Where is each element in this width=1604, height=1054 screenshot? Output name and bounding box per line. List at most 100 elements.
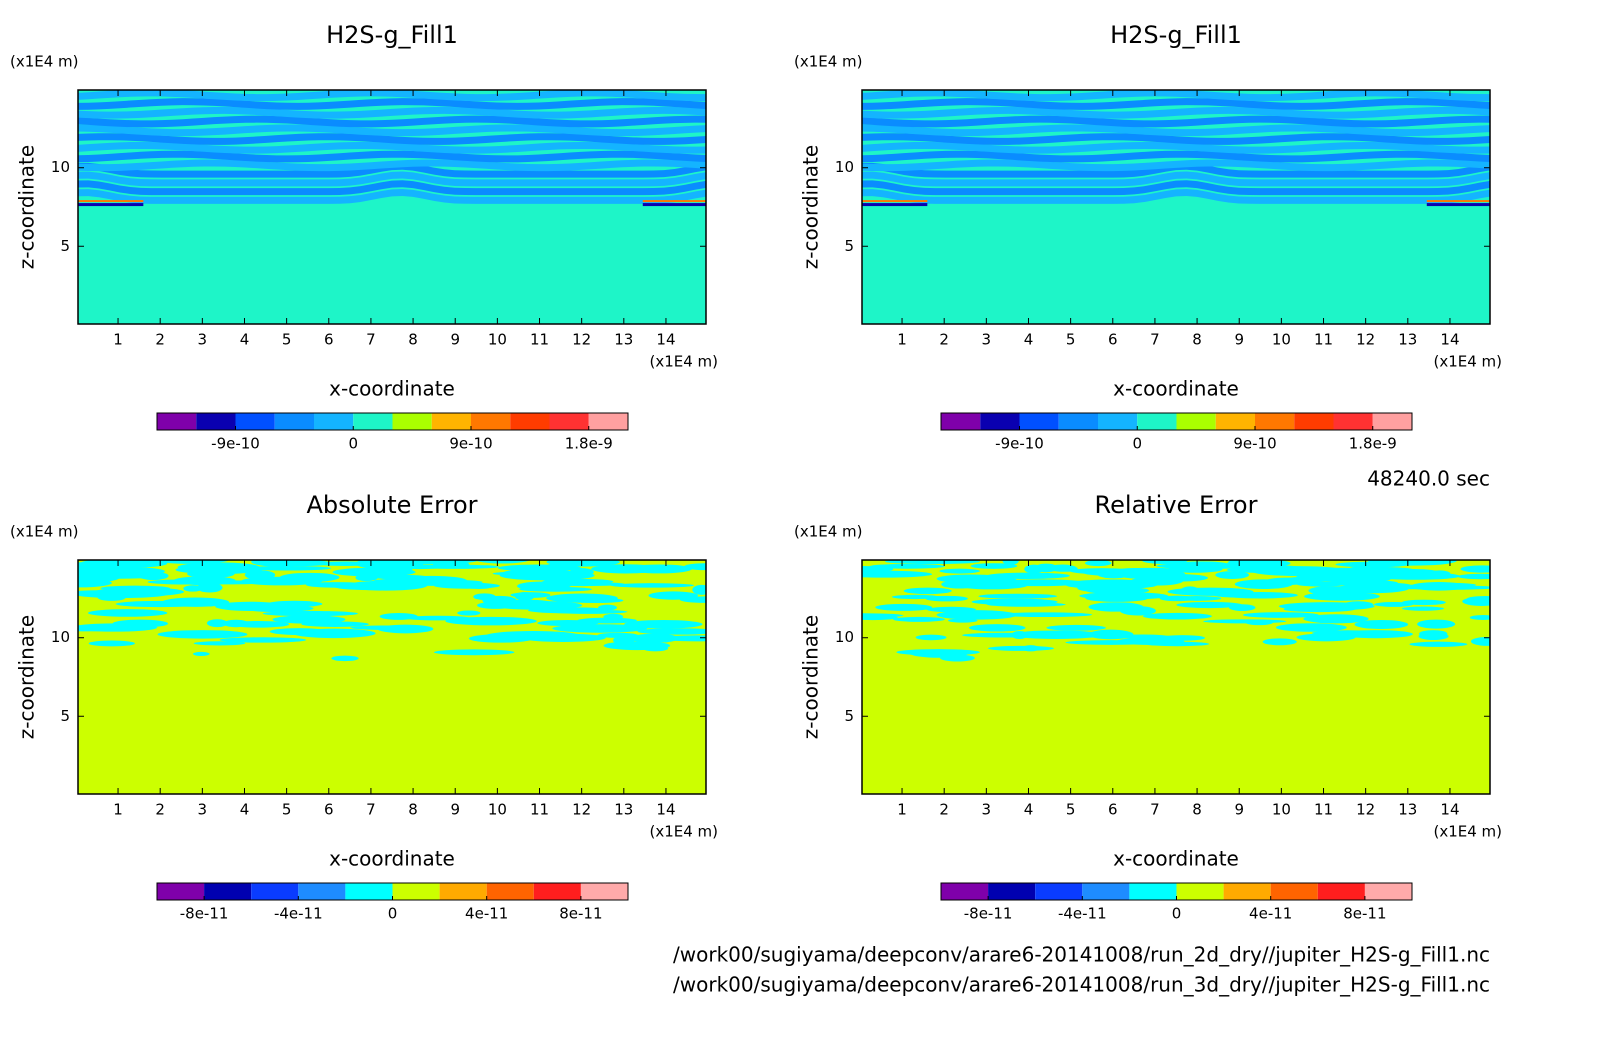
- contour-fill: [968, 624, 1026, 632]
- colorbar-tick-label: -8e-11: [964, 905, 1013, 923]
- x-tick-label: 3: [198, 331, 208, 349]
- contour-fill: [199, 560, 218, 566]
- contour-fill: [355, 574, 378, 582]
- contour-fill: [206, 619, 228, 628]
- contour-fill: [80, 560, 167, 568]
- contour-fill: [78, 590, 148, 596]
- contour-fill: [862, 98, 1490, 110]
- contour-field: [78, 560, 706, 794]
- contour-fill: [978, 593, 1057, 599]
- panel: H2S-g_Fill1 (x1E4 m) (x1E4 m) x-coordinate z…: [794, 21, 1502, 453]
- contour-fill: [862, 150, 1490, 163]
- colorbar-tick-label: 1.8e-9: [1349, 435, 1397, 453]
- contour-fill: [1203, 619, 1287, 624]
- contour-fill: [497, 564, 581, 572]
- x-tick-label: 2: [155, 331, 165, 349]
- colorbar-swatch: [941, 883, 989, 900]
- plot-frame: [861, 559, 1491, 795]
- contour-fill: [683, 563, 706, 571]
- x-tick-label: 12: [1356, 801, 1375, 819]
- contour-fill: [474, 560, 530, 564]
- x-tick-label: 9: [1234, 331, 1244, 349]
- contour-fill: [78, 189, 706, 204]
- panel-title: Relative Error: [1095, 491, 1258, 519]
- contour-fill: [996, 612, 1093, 618]
- x-tick-label: 13: [1398, 801, 1417, 819]
- contour-fill: [630, 633, 680, 643]
- x-tick-label: 3: [198, 801, 208, 819]
- colorbar-swatch: [941, 413, 981, 430]
- y-axis-label: z-coordinate: [799, 615, 823, 739]
- contour-fill: [939, 568, 980, 574]
- contour-fill: [862, 180, 1490, 196]
- x-tick-label: 10: [488, 801, 507, 819]
- contour-fill: [1457, 573, 1490, 580]
- contour-fill: [869, 563, 945, 569]
- time-label: 48240.0 sec: [1367, 467, 1490, 491]
- x-tick-label: 4: [240, 331, 250, 349]
- x-tick-label: 13: [614, 331, 633, 349]
- colorbar-swatch: [235, 413, 275, 430]
- x-tick-label: 10: [1272, 331, 1291, 349]
- y-unit: (x1E4 m): [10, 53, 79, 71]
- contour-fill: [331, 655, 359, 662]
- x-tick-label: 4: [240, 801, 250, 819]
- contour-fill: [1275, 623, 1347, 632]
- colorbar-swatch: [1372, 413, 1412, 430]
- contour-fill: [862, 115, 1490, 128]
- x-tick-label: 6: [324, 801, 334, 819]
- colorbar-swatch: [1129, 883, 1177, 900]
- contour-fill: [433, 649, 515, 656]
- contour-fill: [520, 633, 606, 642]
- contour-fill: [78, 171, 706, 187]
- contour-fill: [1046, 624, 1107, 631]
- contour-fill: [1417, 619, 1456, 629]
- contour-fill: [910, 649, 968, 658]
- panel: Absolute Error (x1E4 m) (x1E4 m) x-coordina…: [10, 491, 718, 923]
- colorbar-tick-label: -9e-10: [211, 435, 260, 453]
- contour-fill: [862, 133, 1490, 145]
- colorbar-swatch: [157, 883, 205, 900]
- panel-title: H2S-g_Fill1: [326, 21, 458, 49]
- colorbar-swatch: [157, 413, 197, 430]
- contour-fill: [637, 628, 706, 635]
- colorbar-tick-label: 8e-11: [1343, 905, 1386, 923]
- contour-fill: [1296, 581, 1346, 587]
- colorbar-swatch: [1364, 883, 1412, 900]
- colorbar-tick-label: 0: [1132, 435, 1142, 453]
- contour-fill: [433, 582, 500, 589]
- contour-fill: [1460, 565, 1490, 573]
- contour-fill: [862, 203, 928, 207]
- colorbar-swatch: [1176, 883, 1224, 900]
- contour-fill: [457, 610, 481, 616]
- colorbar-swatch: [439, 883, 487, 900]
- colorbar-frame: [156, 412, 629, 431]
- x-tick-label: 2: [939, 331, 949, 349]
- contour-fill: [598, 604, 617, 611]
- colorbar-swatch: [510, 413, 550, 430]
- x-tick-label: 14: [1440, 331, 1459, 349]
- contour-fill: [78, 106, 706, 119]
- contour-fill: [1141, 560, 1188, 564]
- panel-title: H2S-g_Fill1: [1110, 21, 1242, 49]
- x-tick-label: 11: [1314, 801, 1333, 819]
- contour-fill: [192, 651, 210, 656]
- contour-fill: [1469, 615, 1490, 620]
- colorbar-swatch: [1255, 413, 1295, 430]
- contour-fill: [78, 562, 104, 567]
- contour-fill: [517, 581, 563, 591]
- contour-fill: [1311, 576, 1391, 583]
- contour-fill: [862, 613, 904, 618]
- x-tick-label: 10: [1272, 801, 1291, 819]
- x-tick-label: 4: [1024, 801, 1034, 819]
- colorbar-swatch: [392, 413, 432, 430]
- contour-fill: [971, 598, 1058, 606]
- contour-fill: [78, 159, 706, 172]
- contour-fill: [78, 98, 706, 110]
- contour-fill: [78, 115, 706, 128]
- colorbar-swatch: [1317, 883, 1365, 900]
- contour-fill: [862, 159, 1490, 172]
- contour-fill: [1065, 640, 1157, 645]
- contour-fill: [279, 572, 340, 582]
